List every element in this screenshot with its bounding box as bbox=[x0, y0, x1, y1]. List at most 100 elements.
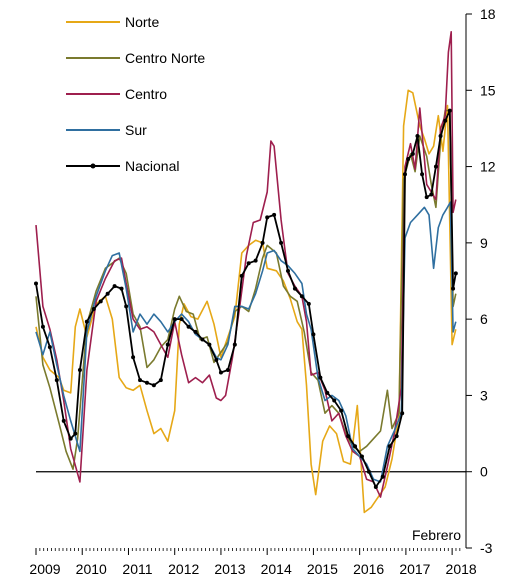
series-point-nacional bbox=[325, 390, 330, 395]
series-point-nacional bbox=[105, 291, 110, 296]
series-point-nacional bbox=[285, 268, 290, 273]
series-point-nacional bbox=[144, 380, 149, 385]
series-point-nacional bbox=[246, 261, 251, 266]
series-line-centro bbox=[35, 31, 457, 498]
series-point-nacional bbox=[373, 484, 378, 489]
x-tick-label: 2010 bbox=[76, 561, 107, 577]
series-point-nacional bbox=[91, 306, 96, 311]
series-point-nacional bbox=[47, 345, 52, 350]
x-tick-label: 2013 bbox=[214, 561, 245, 577]
series-point-nacional bbox=[84, 319, 89, 324]
series-point-nacional bbox=[415, 134, 420, 139]
series-point-nacional bbox=[61, 418, 66, 423]
series-point-nacional bbox=[73, 431, 78, 436]
series-point-nacional bbox=[98, 299, 103, 304]
series-point-nacional bbox=[40, 324, 45, 329]
x-tick-label: 2015 bbox=[307, 561, 338, 577]
series-point-nacional bbox=[406, 156, 411, 161]
x-tick-label: 2016 bbox=[353, 561, 384, 577]
series-point-nacional bbox=[158, 378, 163, 383]
legend-label-centro: Centro bbox=[125, 86, 167, 102]
plot-lines bbox=[34, 31, 458, 514]
x-tick-label: 2018 bbox=[446, 561, 477, 577]
series-point-nacional bbox=[299, 294, 304, 299]
series-point-nacional bbox=[207, 342, 212, 347]
series-point-nacional bbox=[200, 337, 205, 342]
series-point-nacional bbox=[433, 164, 438, 169]
y-tick-label: 15 bbox=[480, 82, 496, 98]
series-point-nacional bbox=[453, 271, 458, 276]
series-point-nacional bbox=[339, 408, 344, 413]
y-tick-label: 9 bbox=[480, 235, 488, 251]
series-line-nacional bbox=[35, 109, 457, 488]
series-point-nacional bbox=[34, 281, 38, 286]
series-point-nacional bbox=[366, 469, 371, 474]
series-point-nacional bbox=[218, 370, 223, 375]
series-point-nacional bbox=[346, 434, 351, 439]
legend: Norte Centro Norte Centro Sur Nacional bbox=[66, 14, 205, 174]
x-tick-label: 2017 bbox=[399, 561, 430, 577]
series-point-nacional bbox=[77, 368, 82, 372]
febrero-annotation: Febrero bbox=[412, 527, 461, 543]
series-point-nacional bbox=[265, 215, 270, 220]
series-point-nacional bbox=[151, 383, 156, 388]
series-point-nacional bbox=[451, 286, 456, 291]
series-point-nacional bbox=[387, 444, 392, 449]
series-point-nacional bbox=[311, 332, 316, 337]
x-tick-label: 2014 bbox=[261, 561, 292, 577]
series-point-nacional bbox=[260, 240, 265, 245]
series-point-nacional bbox=[420, 172, 425, 177]
series-point-nacional bbox=[119, 286, 124, 291]
series-point-nacional bbox=[400, 411, 405, 416]
series-point-nacional bbox=[410, 151, 415, 156]
y-tick-label: 18 bbox=[480, 6, 496, 22]
series-point-nacional bbox=[124, 304, 129, 309]
y-tick-label: 3 bbox=[480, 387, 488, 403]
series-point-nacional bbox=[232, 342, 237, 347]
series-point-nacional bbox=[193, 329, 198, 334]
x-tick-label: 2011 bbox=[122, 561, 152, 577]
axes: -3 0 3 6 9 12 15 18 2009 2010 2011 2012 2013 2014 2015… bbox=[29, 6, 495, 577]
series-point-nacional bbox=[253, 258, 258, 263]
legend-label-norte: Norte bbox=[125, 14, 159, 30]
series-point-nacional bbox=[332, 398, 337, 403]
series-point-nacional bbox=[359, 454, 364, 459]
series-point-nacional bbox=[380, 474, 385, 479]
series-point-nacional bbox=[438, 134, 443, 139]
x-tick-label: 2012 bbox=[168, 561, 199, 577]
legend-label-sur: Sur bbox=[125, 122, 147, 138]
series-point-nacional bbox=[179, 317, 184, 322]
series-point-nacional bbox=[239, 273, 244, 278]
series-line-sur bbox=[35, 201, 457, 483]
y-tick-label: -3 bbox=[480, 540, 493, 556]
series-point-nacional bbox=[394, 434, 399, 439]
series-point-nacional bbox=[214, 357, 219, 362]
legend-marker-nacional bbox=[90, 163, 96, 169]
series-point-nacional bbox=[68, 436, 73, 441]
series-point-nacional bbox=[402, 172, 407, 177]
y-tick-label: 12 bbox=[480, 159, 496, 175]
legend-label-centro-norte: Centro Norte bbox=[125, 50, 205, 66]
series-point-nacional bbox=[54, 378, 59, 383]
series-point-nacional bbox=[429, 192, 434, 197]
series-point-nacional bbox=[279, 240, 284, 245]
series-point-nacional bbox=[292, 286, 297, 291]
series-point-nacional bbox=[138, 378, 143, 383]
series-point-nacional bbox=[447, 108, 452, 113]
series-point-nacional bbox=[424, 195, 429, 200]
series-point-nacional bbox=[131, 355, 136, 360]
series-point-nacional bbox=[443, 118, 448, 123]
legend-label-nacional: Nacional bbox=[125, 158, 179, 174]
series-point-nacional bbox=[112, 284, 117, 289]
series-point-nacional bbox=[165, 342, 170, 347]
y-tick-label: 6 bbox=[480, 311, 488, 327]
series-point-nacional bbox=[306, 301, 311, 306]
x-tick-label: 2009 bbox=[29, 561, 60, 577]
series-point-nacional bbox=[353, 444, 358, 449]
series-point-nacional bbox=[318, 375, 323, 380]
series-point-nacional bbox=[272, 212, 277, 217]
series-point-nacional bbox=[225, 368, 230, 372]
y-tick-label: 0 bbox=[480, 464, 488, 480]
series-point-nacional bbox=[186, 324, 191, 329]
